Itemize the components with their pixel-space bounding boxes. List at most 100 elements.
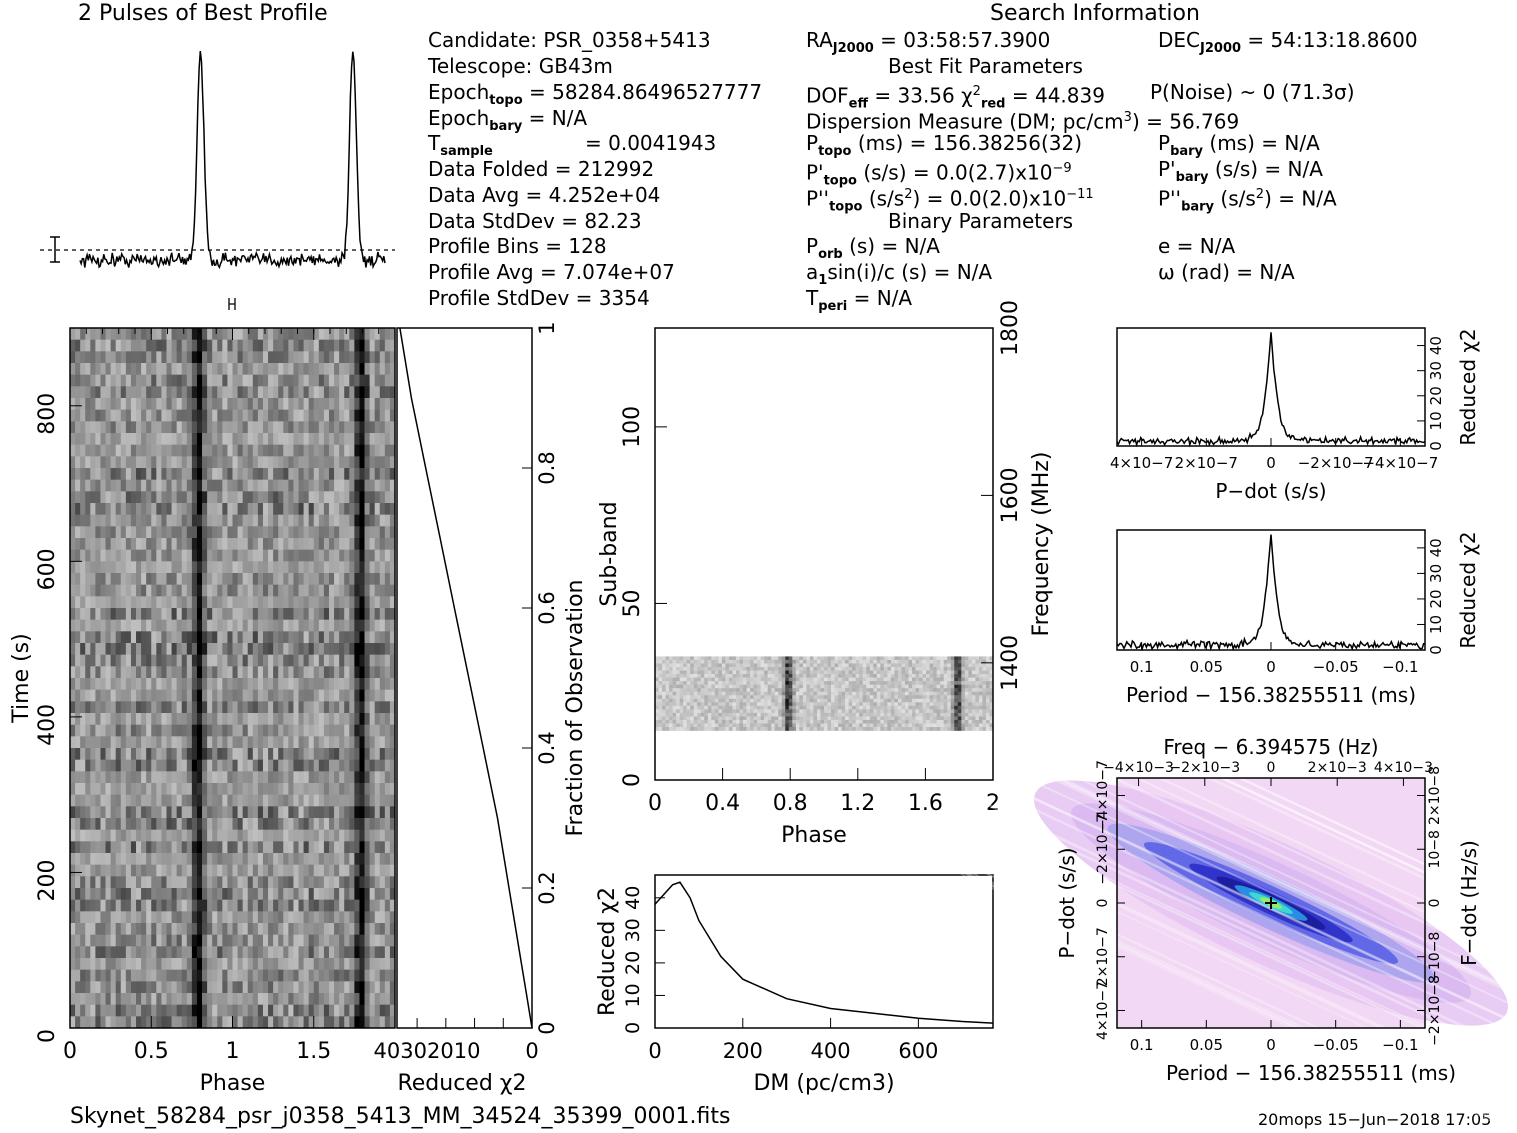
subband-cell	[859, 663, 864, 668]
time-phase-cell	[120, 538, 127, 551]
time-phase-cell	[105, 806, 112, 819]
time-phase-cell	[217, 969, 223, 982]
time-phase-cell	[212, 946, 218, 959]
time-phase-cell	[80, 398, 86, 411]
time-phase-cell	[328, 398, 335, 411]
time-phase-cell	[100, 946, 106, 959]
subband-cell	[771, 691, 776, 696]
time-phase-cell	[161, 608, 167, 621]
time-phase-cell	[354, 339, 360, 352]
time-phase-cell	[161, 864, 167, 877]
time-phase-cell	[354, 911, 360, 924]
time-phase-cell	[288, 993, 294, 1006]
time-phase-cell	[130, 421, 137, 434]
time-phase-cell	[344, 503, 350, 516]
time-phase-cell	[222, 444, 228, 457]
time-phase-cell	[181, 736, 188, 749]
time-phase-cell	[257, 689, 264, 702]
time-phase-cell	[379, 386, 386, 399]
time-phase-cell	[110, 678, 117, 691]
subband-cell	[672, 684, 677, 689]
subband-cell	[778, 677, 783, 682]
subband-cell	[922, 667, 927, 671]
time-phase-cell	[262, 748, 269, 761]
subband-cell	[665, 667, 670, 671]
subband-cell	[852, 684, 856, 689]
time-phase-cell	[247, 911, 254, 924]
time-phase-cell	[303, 538, 310, 551]
time-phase-cell	[100, 689, 106, 702]
time-phase-cell	[141, 993, 147, 1006]
time-phase-cell	[359, 666, 365, 679]
subband-cell	[809, 677, 814, 682]
time-phase-cell	[303, 923, 310, 936]
time-phase-cell	[222, 503, 228, 516]
time-phase-cell	[242, 374, 249, 387]
subband-cell	[739, 691, 744, 696]
time-phase-cell	[100, 829, 106, 842]
time-phase-cell	[278, 934, 284, 947]
subband-cell	[700, 691, 705, 696]
time-phase-cell	[323, 934, 330, 947]
time-phase-cell	[232, 841, 238, 854]
time-phase-cell	[252, 806, 259, 819]
subband-cell	[721, 667, 726, 671]
time-phase-cell	[268, 794, 274, 807]
time-phase-cell	[349, 409, 355, 422]
subband-cell	[778, 681, 783, 685]
subband-cell	[961, 677, 966, 682]
time-phase-cell	[207, 1016, 213, 1029]
subband-cell	[676, 670, 680, 675]
time-phase-cell	[323, 584, 330, 597]
subband-cell	[711, 688, 716, 693]
time-phase-cell	[278, 876, 284, 889]
subband-cell	[852, 656, 856, 661]
subband-cell	[714, 659, 719, 664]
time-phase-cell	[85, 678, 91, 691]
time-phase-cell	[181, 433, 188, 446]
time-phase-cell	[318, 911, 325, 924]
time-phase-cell	[207, 981, 213, 994]
subband-cell	[672, 681, 677, 685]
time-phase-cell	[242, 514, 249, 527]
time-phase-cell	[308, 993, 315, 1006]
subband-cell	[971, 674, 976, 678]
time-phase-cell	[359, 386, 365, 399]
time-phase-cell	[298, 794, 304, 807]
time-phase-cell	[151, 596, 157, 609]
time-phase-cell	[232, 899, 238, 912]
time-phase-cell	[125, 503, 132, 516]
time-phase-cell	[298, 584, 304, 597]
subband-cell	[919, 656, 923, 661]
subband-cell	[739, 670, 744, 675]
time-phase-cell	[125, 829, 132, 842]
subband-cell	[971, 681, 976, 685]
time-phase-cell	[359, 818, 365, 831]
time-phase-cell	[293, 491, 299, 504]
t-peri-value: = N/A	[853, 286, 913, 310]
time-phase-cell	[262, 888, 269, 901]
time-phase-cell	[237, 934, 244, 947]
time-phase-cell	[95, 911, 101, 924]
time-phase-cell	[70, 958, 76, 971]
time-phase-cell	[227, 759, 233, 772]
time-phase-cell	[298, 1016, 304, 1029]
time-phase-cell	[166, 479, 172, 492]
time-phase-cell	[308, 491, 315, 504]
time-phase-cell	[262, 969, 269, 982]
time-phase-cell	[115, 538, 122, 551]
time-phase-cell	[217, 573, 223, 586]
time-phase-cell	[207, 841, 213, 854]
subband-cell	[862, 663, 867, 668]
time-phase-cell	[298, 549, 304, 562]
time-phase-cell	[273, 386, 279, 399]
subband-cell	[862, 667, 867, 671]
time-phase-cell	[252, 958, 259, 971]
time-phase-cell	[247, 713, 254, 726]
subband-cell	[750, 681, 754, 685]
time-phase-cell	[242, 398, 249, 411]
time-phase-cell	[374, 701, 381, 714]
time-phase-cell	[268, 969, 274, 982]
time-phase-cell	[328, 969, 335, 982]
time-phase-cell	[186, 421, 193, 434]
